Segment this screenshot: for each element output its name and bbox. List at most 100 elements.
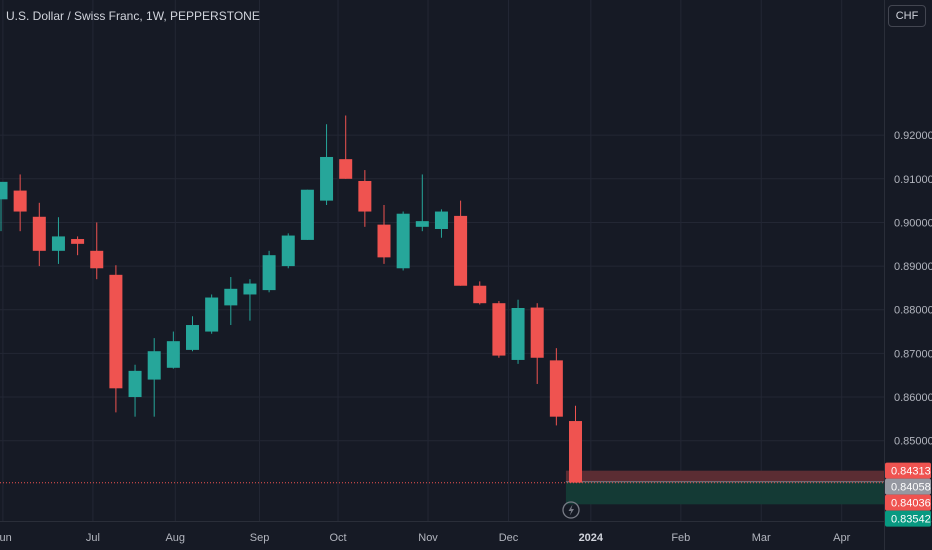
candle[interactable]: [51, 217, 65, 264]
candle-body: [71, 239, 85, 244]
candle-body: [396, 213, 410, 269]
candle[interactable]: [415, 174, 429, 232]
candle-body: [339, 159, 353, 179]
x-tick-label: Mar: [752, 532, 771, 544]
candle-body: [109, 274, 123, 389]
currency-button[interactable]: CHF: [888, 5, 926, 27]
price-label-badge: 0.83542: [885, 510, 931, 527]
candle-body: [549, 360, 563, 417]
target-zone[interactable]: [565, 481, 884, 505]
candle-body: [166, 341, 180, 368]
candle[interactable]: [511, 299, 525, 364]
candle-body: [300, 189, 314, 240]
y-tick-label: 0.92000: [894, 130, 932, 142]
y-tick-label: 0.89000: [894, 261, 932, 273]
y-tick-label: 0.86000: [894, 392, 932, 404]
x-tick-label: Dec: [499, 532, 519, 544]
candle[interactable]: [454, 200, 468, 286]
candle[interactable]: [13, 174, 27, 232]
candle-body: [205, 297, 219, 332]
candle-body: [358, 180, 372, 212]
candle-body: [262, 255, 276, 291]
candle[interactable]: [71, 236, 85, 256]
position-zones: [565, 470, 884, 505]
y-tick-label: 0.88000: [894, 305, 932, 317]
candle[interactable]: [530, 303, 544, 384]
candle[interactable]: [243, 279, 257, 321]
candle[interactable]: [109, 265, 123, 413]
candle-body: [511, 307, 525, 360]
candle-body: [51, 236, 65, 251]
candle[interactable]: [281, 233, 295, 269]
candle-body: [569, 421, 582, 483]
candle[interactable]: [205, 294, 219, 334]
price-label-bg: [885, 510, 931, 527]
price-label-badge: 0.84036: [885, 494, 931, 511]
price-label-text: 0.84036: [891, 498, 931, 510]
price-label-text: 0.83542: [891, 514, 931, 526]
candle-body: [186, 325, 199, 350]
candle-body: [224, 288, 238, 306]
candle[interactable]: [90, 222, 104, 280]
candle-body: [13, 190, 27, 212]
price-label-bg: [885, 462, 931, 479]
x-tick-label: Aug: [165, 532, 185, 544]
stop-zone[interactable]: [565, 470, 884, 482]
grid: [0, 0, 884, 521]
candle[interactable]: [147, 338, 161, 417]
candle-body: [434, 211, 448, 229]
x-tick-label: Jul: [86, 532, 100, 544]
price-label-bg: [885, 478, 931, 495]
candle[interactable]: [320, 124, 334, 205]
x-tick-label: 2024: [579, 532, 604, 544]
candle[interactable]: [549, 348, 563, 426]
candle[interactable]: [396, 211, 410, 271]
chart-title: U.S. Dollar / Swiss Franc, 1W, PEPPERSTO…: [6, 9, 260, 23]
candle[interactable]: [128, 364, 142, 417]
candle[interactable]: [224, 277, 238, 326]
candle-body: [320, 156, 334, 201]
x-tick-label: Feb: [671, 532, 690, 544]
candle-body: [147, 351, 161, 380]
candle-body: [90, 250, 104, 269]
x-axis[interactable]: Jun Jul Aug Sep Oct Nov Dec 2024 Feb Mar Apr: [0, 521, 932, 545]
candle[interactable]: [473, 281, 487, 305]
candle[interactable]: [262, 250, 276, 293]
candle[interactable]: [300, 189, 314, 240]
candle[interactable]: [166, 331, 180, 369]
candle-body: [377, 224, 391, 258]
candle-body: [473, 285, 487, 304]
candle[interactable]: [492, 301, 506, 358]
candle[interactable]: [569, 405, 582, 483]
price-labels: 0.84313 0.84058 0.84036 0.83542: [885, 462, 931, 527]
y-tick-label: 0.90000: [894, 217, 932, 229]
lightning-bolt-icon[interactable]: [562, 501, 580, 519]
candle[interactable]: [339, 115, 353, 179]
candle-body: [128, 370, 142, 398]
candle[interactable]: [32, 202, 46, 267]
candles[interactable]: [0, 115, 582, 483]
candle[interactable]: [434, 209, 448, 238]
candle-body: [454, 215, 468, 286]
price-label-text: 0.84313: [891, 466, 931, 478]
candle[interactable]: [0, 181, 8, 232]
candle[interactable]: [377, 204, 391, 264]
y-tick-label: 0.87000: [894, 348, 932, 360]
candle-body: [492, 303, 506, 356]
y-tick-label: 0.91000: [894, 174, 932, 186]
candle[interactable]: [186, 316, 199, 352]
candle-body: [243, 283, 257, 295]
candle-body: [415, 221, 429, 227]
candle-body: [32, 216, 46, 251]
candle-body: [281, 235, 295, 267]
x-tick-label: Sep: [250, 532, 270, 544]
x-tick-label: Oct: [329, 532, 346, 544]
y-axis[interactable]: 0.92000 0.91000 0.90000 0.89000 0.88000 0.870…: [884, 0, 932, 550]
price-label-badge: 0.84058: [885, 478, 931, 495]
candle-body: [0, 181, 8, 200]
price-label-bg: [885, 494, 931, 511]
candle[interactable]: [358, 170, 372, 227]
x-tick-label: Jun: [0, 532, 12, 544]
price-label-text: 0.84058: [891, 482, 931, 494]
